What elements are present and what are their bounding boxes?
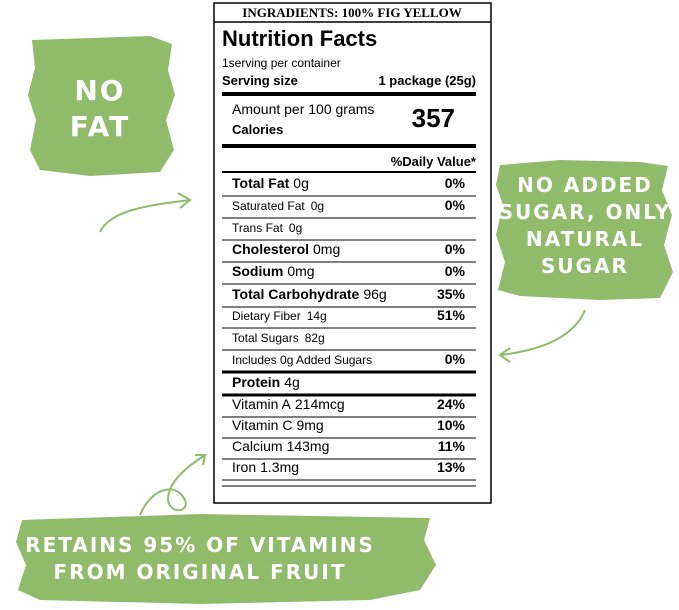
row-dv: 35% [437, 286, 466, 302]
callout-text: RETAINS 95% OF VITAMINS [25, 533, 375, 557]
row-amount: 82g [305, 331, 325, 345]
row-amount: 0g [311, 199, 324, 213]
row-amount: 1.3mg [260, 459, 299, 475]
row-name: Vitamin A [232, 396, 292, 412]
row-dv: 10% [437, 417, 466, 433]
row-label: Vitamin A 214mcg [232, 396, 345, 412]
row-amount: 96g [363, 286, 386, 302]
row-amount: 143mg [287, 438, 330, 454]
row-label: Vitamin C 9mg [232, 417, 324, 433]
row-amount: 14g [307, 309, 327, 323]
row-label: Cholesterol 0mg [232, 241, 340, 257]
serving-size-value: 1 package (25g) [378, 73, 476, 88]
row-name: Total Carbohydrate [232, 286, 360, 302]
row-label: Includes 0g Added Sugars [232, 353, 372, 367]
arrow [498, 309, 586, 363]
row-amount: 0mg [313, 241, 340, 257]
row-label: Sodium 0mg [232, 263, 315, 279]
row-name: Sodium [232, 263, 283, 279]
row-dv: 13% [437, 459, 466, 475]
callout-text: NATURAL [526, 227, 644, 251]
row-label: Total Fat 0g [232, 175, 309, 191]
row-dv: 24% [437, 396, 466, 412]
row-dv: 0% [445, 175, 466, 191]
row-label: Saturated Fat 0g [232, 199, 324, 213]
brush-no-sugar [496, 160, 673, 300]
label-title: Nutrition Facts [222, 26, 377, 51]
callout-text: FAT [70, 110, 131, 143]
callout-text: SUGAR, ONLY [499, 200, 672, 224]
calories-label: Calories [232, 122, 283, 137]
dv-header: %Daily Value* [391, 154, 477, 169]
row-amount: 0mg [287, 263, 314, 279]
callout-text: NO [74, 74, 125, 107]
amount-per: Amount per 100 grams [232, 101, 374, 117]
brush-no-fat [28, 36, 175, 176]
callout-text: NO ADDED [517, 173, 653, 197]
row-name: Total Fat [232, 175, 290, 191]
servings: 1serving per container [222, 56, 341, 70]
brush-vitamins [16, 514, 436, 604]
row-amount: 214mcg [295, 396, 345, 412]
row-dv: 11% [438, 438, 466, 454]
row-label: Total Sugars 82g [232, 331, 325, 345]
calories-value: 357 [412, 103, 455, 133]
row-dv: 0% [445, 351, 466, 367]
row-label: Protein 4g [232, 374, 300, 390]
header: INGRADIENTS: 100% FIG YELLOW [242, 5, 461, 20]
row-label: Calcium 143mg [232, 438, 329, 454]
row-amount: 9mg [296, 417, 323, 433]
callout-text: FROM ORIGINAL FRUIT [54, 560, 347, 584]
row-name: Dietary Fiber [232, 309, 301, 323]
row-name: Trans Fat [232, 221, 284, 235]
row-name: Saturated Fat [232, 199, 305, 213]
label-box [213, 2, 492, 504]
row-amount: 0g [289, 221, 302, 235]
callout-text: SUGAR [541, 254, 629, 278]
row-name: Calcium [232, 438, 283, 454]
row-dv: 0% [445, 263, 466, 279]
row-amount: 4g [284, 374, 300, 390]
row-label: Trans Fat 0g [232, 221, 302, 235]
row-name: Iron [232, 459, 256, 475]
row-name: Vitamin C [232, 417, 292, 433]
row-name: Protein [232, 374, 280, 390]
row-label: Total Carbohydrate 96g [232, 286, 387, 302]
row-name: Total Sugars [232, 331, 299, 345]
row-amount: 0g [293, 175, 309, 191]
arrow [99, 192, 192, 233]
row-label: Iron 1.3mg [232, 459, 299, 475]
row-dv: 0% [445, 197, 466, 213]
row-name: Cholesterol [232, 241, 309, 257]
arrow [139, 454, 207, 516]
row-name: Includes 0g Added Sugars [232, 353, 372, 367]
row-label: Dietary Fiber 14g [232, 309, 327, 323]
row-dv: 51% [437, 307, 466, 323]
serving-size-label: Serving size [222, 73, 298, 88]
row-dv: 0% [445, 241, 466, 257]
